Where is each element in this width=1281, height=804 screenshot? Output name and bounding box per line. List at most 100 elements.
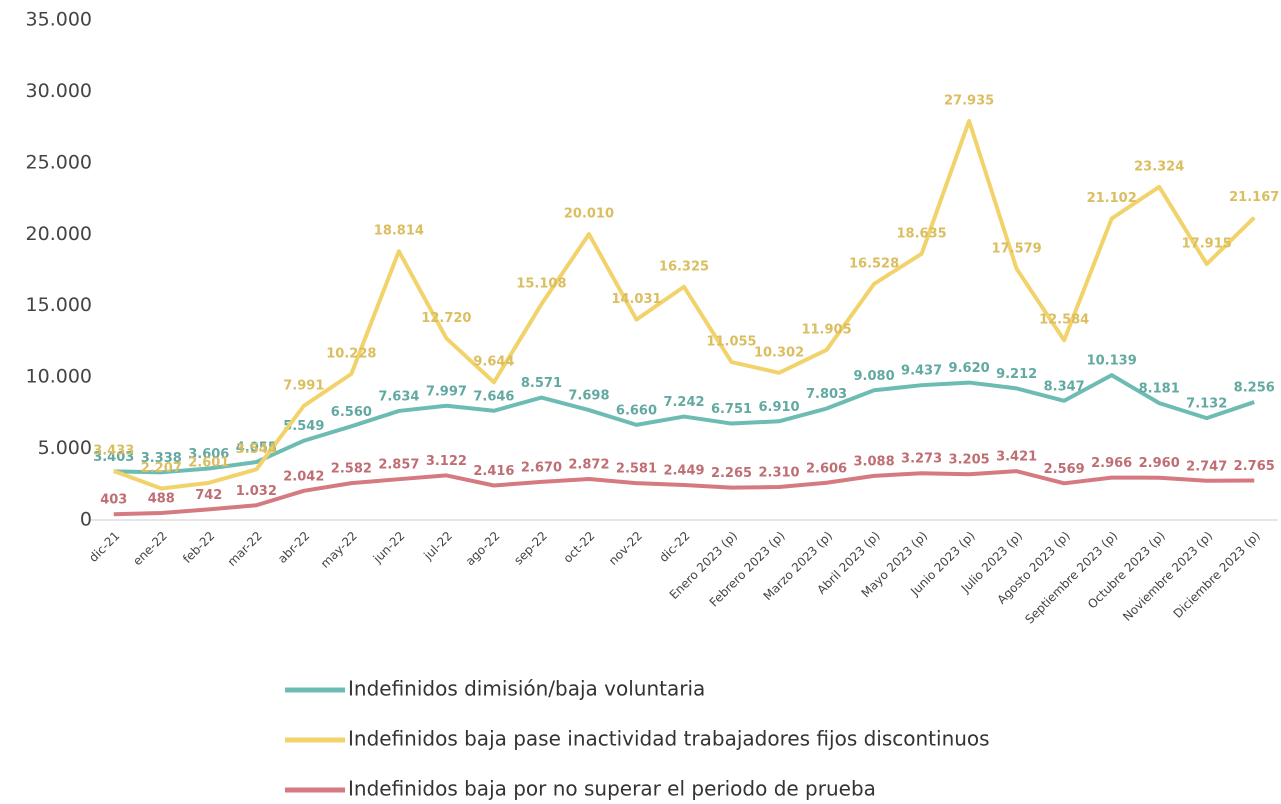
x-tick-label: feb-22	[180, 529, 217, 566]
data-label: 3.403	[93, 450, 134, 465]
x-tick-label: sep-22	[511, 529, 550, 568]
data-label: 3.421	[996, 450, 1037, 465]
series-line	[113, 469, 1255, 517]
x-tick-label: Septiembre 2023 (p)	[1022, 529, 1120, 627]
data-label: 2.765	[1234, 459, 1275, 474]
data-label: 16.325	[659, 259, 709, 274]
data-label: 21.167	[1229, 190, 1279, 205]
data-label: 2.747	[1186, 459, 1227, 474]
x-tick-label: oct-22	[561, 529, 598, 566]
y-tick-label: 35.000	[26, 9, 92, 31]
y-tick-label: 30.000	[26, 80, 92, 102]
data-label: 2.960	[1139, 456, 1180, 471]
data-label: 2.582	[331, 462, 372, 477]
data-label: 2.042	[283, 469, 324, 484]
x-tick-label: ago-22	[463, 529, 503, 569]
data-label: 488	[148, 492, 175, 507]
data-label: 7.634	[378, 389, 419, 404]
data-label: 6.910	[758, 400, 799, 415]
data-label: 2.265	[711, 466, 752, 481]
data-label: 9.644	[473, 355, 514, 370]
data-label: 2.449	[663, 464, 704, 479]
data-label: 17.579	[992, 241, 1042, 256]
data-label: 2.207	[141, 461, 182, 476]
data-label: 3.273	[901, 452, 942, 467]
y-tick-label: 0	[80, 509, 92, 531]
x-tick-label: may-22	[318, 529, 360, 571]
data-label: 14.031	[611, 292, 661, 307]
x-tick-label: abr-22	[275, 529, 312, 566]
y-tick-label: 5.000	[38, 437, 92, 459]
data-label: 2.670	[521, 460, 562, 475]
x-tick-label: Diciembre 2023 (p)	[1171, 529, 1263, 621]
data-label: 6.751	[711, 402, 752, 417]
y-tick-label: 10.000	[26, 366, 92, 388]
data-label: 6.660	[616, 403, 657, 418]
data-label: 10.302	[754, 345, 804, 360]
data-label: 9.080	[854, 369, 895, 384]
legend-label: Indefinidos baja por no superar el perio…	[348, 777, 876, 801]
data-label: 3.338	[141, 451, 182, 466]
data-label: 3.606	[188, 447, 229, 462]
data-label: 3.544	[236, 442, 277, 457]
data-label: 3.205	[949, 453, 990, 468]
data-label: 7.997	[426, 384, 467, 399]
x-tick-label: dic-22	[656, 529, 692, 565]
y-tick-label: 20.000	[26, 223, 92, 245]
y-tick-label: 15.000	[26, 294, 92, 316]
data-label: 7.646	[473, 389, 514, 404]
x-tick-label: nov-22	[606, 529, 645, 568]
data-label: 10.228	[326, 346, 376, 361]
data-label: 7.698	[568, 389, 609, 404]
legend-label: Indefinidos baja pase inactividad trabaj…	[348, 727, 990, 751]
data-label: 2.966	[1091, 456, 1132, 471]
x-tick-label: Noviembre 2023 (p)	[1120, 529, 1215, 624]
y-tick-label: 25.000	[26, 151, 92, 173]
data-label: 18.635	[897, 226, 947, 241]
data-label: 27.935	[944, 93, 994, 108]
data-label: 8.347	[1044, 379, 1085, 394]
data-label: 7.132	[1186, 397, 1227, 412]
data-label: 18.814	[374, 224, 424, 239]
data-label: 742	[195, 488, 222, 503]
data-label: 3.088	[854, 454, 895, 469]
data-label: 6.560	[331, 405, 372, 420]
data-label: 17.915	[1182, 237, 1232, 252]
data-label: 9.437	[901, 364, 942, 379]
data-label: 403	[100, 493, 127, 508]
data-label: 3.433	[93, 443, 134, 458]
x-tick-label: jun-22	[370, 529, 408, 567]
legend-label: Indefinidos dimisión/baja voluntaria	[348, 677, 705, 701]
data-label: 3.122	[426, 454, 467, 469]
data-label: 21.102	[1087, 191, 1137, 206]
data-label: 9.620	[949, 361, 990, 376]
data-label: 5.549	[283, 419, 324, 434]
data-label: 8.181	[1139, 382, 1180, 397]
series-line	[113, 118, 1256, 491]
x-tick-label: jul-22	[420, 529, 455, 564]
data-label: 2.601	[188, 455, 229, 470]
data-label: 8.256	[1234, 381, 1275, 396]
data-label: 16.528	[849, 256, 899, 271]
data-label: 10.139	[1087, 354, 1137, 369]
data-label: 4.055	[236, 441, 277, 456]
data-label: 7.803	[806, 387, 847, 402]
data-label: 7.242	[663, 395, 704, 410]
x-tick-label: ene-22	[130, 529, 170, 569]
series-line	[113, 373, 1255, 475]
data-label: 8.571	[521, 376, 562, 391]
data-label: 15.108	[516, 277, 566, 292]
data-label: 7.991	[283, 378, 324, 393]
data-label: 2.581	[616, 462, 657, 477]
data-label: 2.606	[806, 461, 847, 476]
data-label: 2.416	[473, 464, 514, 479]
x-tick-label: mar-22	[225, 529, 265, 569]
data-label: 11.905	[801, 322, 851, 337]
x-tick-label: dic-21	[86, 529, 122, 565]
data-label: 1.032	[236, 484, 277, 499]
data-label: 2.857	[378, 458, 419, 473]
data-label: 20.010	[564, 207, 614, 222]
data-label: 11.055	[706, 335, 756, 350]
data-label: 2.872	[568, 457, 609, 472]
